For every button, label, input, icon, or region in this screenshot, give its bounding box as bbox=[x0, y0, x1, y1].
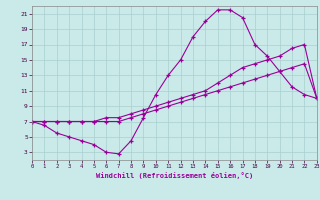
X-axis label: Windchill (Refroidissement éolien,°C): Windchill (Refroidissement éolien,°C) bbox=[96, 172, 253, 179]
